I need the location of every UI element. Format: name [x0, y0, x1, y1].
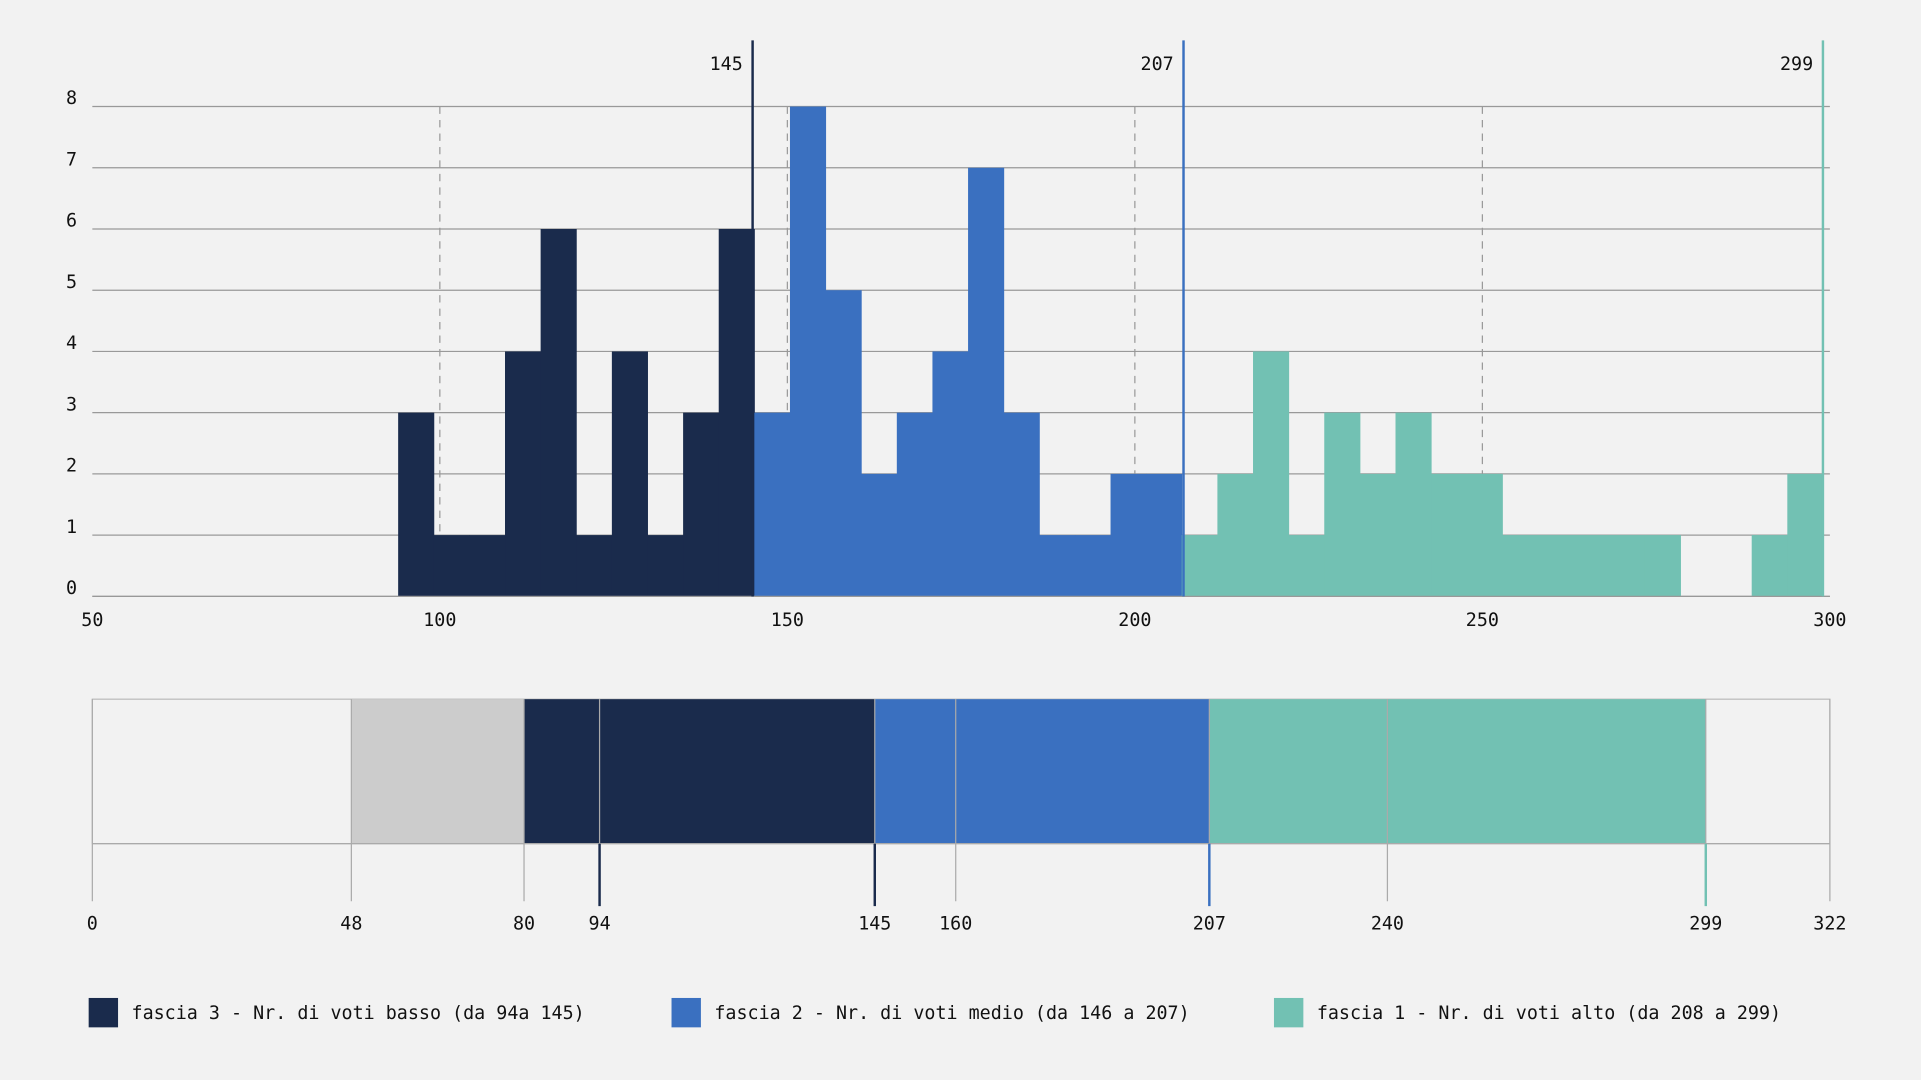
histogram-bar — [968, 167, 1005, 597]
x-tick-label: 207 — [1193, 913, 1226, 934]
histogram-bar — [1395, 412, 1432, 597]
histogram-bar — [932, 351, 969, 597]
histogram-bar — [611, 351, 648, 597]
x-tick-label: 299 — [1689, 913, 1722, 934]
y-tick-label: 1 — [66, 517, 77, 538]
y-tick-label: 7 — [66, 149, 77, 170]
histogram-bar — [754, 412, 791, 597]
y-tick-label: 4 — [66, 333, 77, 354]
x-tick-label: 300 — [1813, 610, 1846, 631]
x-tick-label: 160 — [939, 913, 972, 934]
range-segment — [874, 699, 1210, 844]
histogram-bar — [505, 351, 542, 597]
histogram-bar — [1324, 412, 1361, 597]
y-tick-label: 5 — [66, 272, 77, 293]
histogram-bar — [861, 473, 898, 597]
histogram-bar — [1039, 535, 1076, 597]
histogram-bar — [469, 535, 506, 597]
histogram-bar — [1074, 535, 1112, 597]
histogram-bar — [1217, 473, 1254, 597]
x-tick-label: 50 — [81, 610, 103, 631]
histogram-bar — [1502, 535, 1539, 597]
legend-swatch — [671, 997, 701, 1028]
range-segment — [351, 699, 525, 844]
histogram-bar — [1609, 535, 1646, 597]
histogram-bar — [1253, 351, 1290, 597]
x-tick-label: 0 — [87, 913, 98, 934]
histogram-bar — [1573, 535, 1610, 597]
marker-label: 207 — [1141, 54, 1174, 75]
legend-label: fascia 1 - Nr. di voti alto (da 208 a 29… — [1317, 1003, 1781, 1024]
y-tick-label: 6 — [66, 211, 77, 232]
histogram-bar — [683, 412, 720, 597]
legend-swatch — [88, 997, 119, 1028]
x-tick-label: 100 — [423, 610, 456, 631]
histogram-bar — [1359, 473, 1396, 597]
x-tick-label: 200 — [1118, 610, 1151, 631]
histogram-bar — [789, 106, 827, 597]
range-segment — [524, 699, 875, 844]
histogram-bar — [718, 228, 755, 597]
histogram-bar — [647, 535, 684, 597]
histogram-bar — [1787, 473, 1824, 597]
histogram-bar — [1003, 412, 1040, 597]
histogram-bar — [1146, 473, 1183, 597]
histogram-bar — [1751, 535, 1788, 597]
x-tick-label: 80 — [513, 913, 535, 934]
x-tick-label: 94 — [589, 913, 611, 934]
y-tick-label: 3 — [66, 394, 77, 415]
x-tick-label: 48 — [340, 913, 362, 934]
histogram-bar — [1644, 535, 1681, 597]
y-tick-label: 0 — [66, 578, 77, 599]
histogram-bar — [896, 412, 933, 597]
range-segment — [1209, 699, 1706, 844]
x-tick-label: 150 — [771, 610, 804, 631]
histogram-bar — [1181, 535, 1218, 597]
histogram-bar — [540, 228, 577, 597]
x-tick-label: 250 — [1466, 610, 1499, 631]
marker-label: 299 — [1780, 54, 1813, 75]
histogram-bar — [1466, 473, 1503, 597]
x-tick-label: 322 — [1813, 913, 1846, 934]
histogram-bar — [398, 412, 435, 597]
histogram-bar — [1110, 473, 1147, 597]
histogram-bar — [1537, 535, 1575, 597]
legend-swatch — [1273, 997, 1304, 1028]
x-tick-label: 145 — [858, 913, 891, 934]
legend-label: fascia 2 - Nr. di voti medio (da 146 a 2… — [714, 1003, 1189, 1024]
legend-label: fascia 3 - Nr. di voti basso (da 94a 145… — [132, 1003, 585, 1024]
histogram-bar — [825, 290, 862, 597]
histogram-bar — [576, 535, 613, 597]
y-tick-label: 2 — [66, 456, 77, 477]
histogram-bar — [1288, 535, 1325, 597]
x-tick-label: 240 — [1371, 913, 1404, 934]
marker-label: 145 — [710, 54, 743, 75]
histogram-bar — [433, 535, 470, 597]
y-tick-label: 8 — [66, 88, 77, 109]
histogram-bar — [1431, 473, 1468, 597]
